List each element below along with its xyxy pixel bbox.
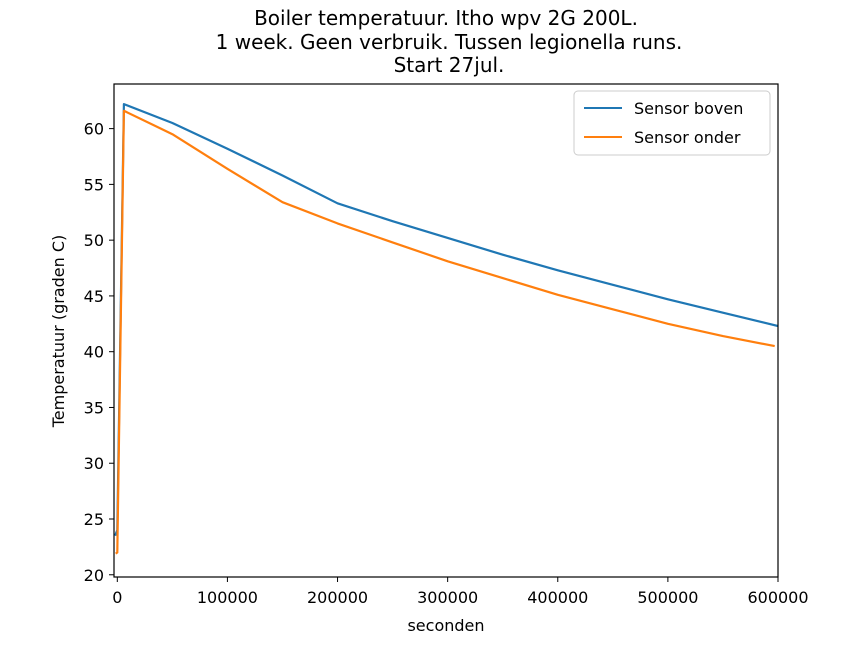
plot-frame — [113, 83, 779, 578]
x-tick-label: 500000 — [637, 588, 698, 607]
y-tick-label: 20 — [84, 566, 104, 585]
x-tick-label: 300000 — [417, 588, 478, 607]
y-tick-label: 40 — [84, 343, 104, 362]
y-axis: 20 25 30 35 40 45 50 55 60 — [84, 120, 114, 585]
legend-label-sensor-boven: Sensor boven — [634, 99, 743, 118]
y-axis-label: Temperatuur (graden C) — [49, 235, 68, 429]
x-tick-label: 200000 — [307, 588, 368, 607]
chart-title: Boiler temperatuur. Itho wpv 2G 200L. 1 … — [216, 6, 683, 77]
y-tick-label: 60 — [84, 120, 104, 139]
y-tick-label: 35 — [84, 398, 104, 417]
x-tick-label: 600000 — [747, 588, 808, 607]
y-tick-label: 45 — [84, 287, 104, 306]
x-axis: 0 100000 200000 300000 400000 500000 600000 — [112, 577, 809, 607]
series-line-sensor-boven — [114, 102, 778, 537]
y-tick-label: 55 — [84, 175, 104, 194]
y-tick-label: 50 — [84, 231, 104, 250]
x-axis-label: seconden — [407, 616, 484, 635]
series-layer — [114, 102, 778, 555]
legend-label-sensor-onder: Sensor onder — [634, 128, 741, 147]
y-tick-label: 30 — [84, 454, 104, 473]
y-tick-label: 25 — [84, 510, 104, 529]
series-line-sensor-onder — [115, 109, 775, 555]
legend: Sensor boven Sensor onder — [573, 90, 771, 156]
x-tick-label: 0 — [112, 588, 122, 607]
x-tick-label: 100000 — [197, 588, 258, 607]
title-line-1: Boiler temperatuur. Itho wpv 2G 200L. — [254, 6, 638, 30]
legend-box — [573, 90, 771, 156]
title-line-2: 1 week. Geen verbruik. Tussen legionella… — [216, 30, 683, 54]
title-line-3: Start 27jul. — [394, 53, 505, 77]
x-tick-label: 400000 — [527, 588, 588, 607]
